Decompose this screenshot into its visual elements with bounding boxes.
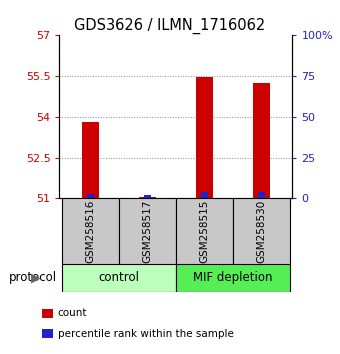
Text: MIF depletion: MIF depletion (193, 272, 272, 284)
Text: ▶: ▶ (31, 272, 40, 284)
Bar (253, 83, 270, 198)
Bar (119, 198, 176, 264)
Bar (62, 264, 176, 292)
Text: GDS3626 / ILMN_1716062: GDS3626 / ILMN_1716062 (74, 18, 266, 34)
Text: GSM258516: GSM258516 (86, 199, 96, 263)
Bar (144, 195, 151, 198)
Bar (82, 122, 99, 198)
Bar (176, 264, 290, 292)
Bar (139, 197, 156, 198)
Bar (87, 194, 94, 198)
Text: GSM258530: GSM258530 (256, 199, 266, 263)
Bar (201, 192, 208, 198)
Text: percentile rank within the sample: percentile rank within the sample (58, 329, 234, 339)
Text: GSM258517: GSM258517 (142, 199, 153, 263)
Bar (196, 78, 213, 198)
Text: protocol: protocol (8, 272, 57, 284)
Bar (258, 192, 265, 198)
Bar (233, 198, 290, 264)
Text: GSM258515: GSM258515 (199, 199, 209, 263)
Bar (176, 198, 233, 264)
Text: control: control (99, 272, 140, 284)
Bar (62, 198, 119, 264)
Text: count: count (58, 308, 87, 318)
